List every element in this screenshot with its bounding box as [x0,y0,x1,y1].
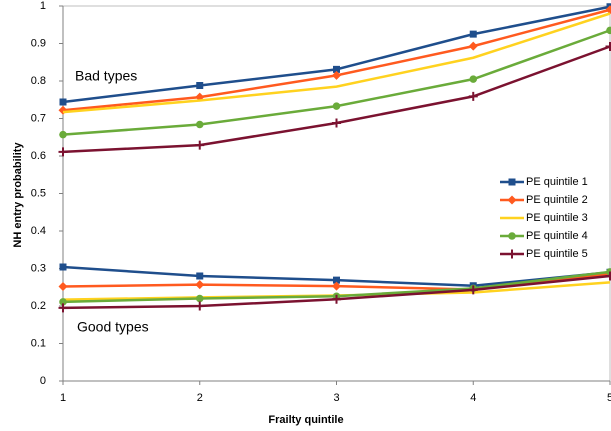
x-tick-label: 5 [607,392,611,404]
y-tick-label: 0.4 [31,225,46,237]
marker [469,30,477,38]
series-line [62,45,611,154]
y-tick-label: 0.5 [31,187,46,199]
marker [605,42,611,51]
marker [58,282,68,291]
legend-label: PE quintile 4 [526,230,588,242]
marker [59,98,67,106]
marker [58,147,68,157]
marker [507,195,517,205]
marker [59,130,67,139]
x-tick-label: 4 [470,392,476,404]
marker [468,285,478,295]
marker [606,26,611,35]
marker [195,280,205,290]
marker [58,105,68,115]
marker [468,41,478,51]
marker [508,232,516,240]
marker [196,82,204,89]
x-tick-label: 2 [197,392,203,404]
marker [508,178,516,186]
y-tick-label: 0 [40,375,46,387]
legend-label: PE quintile 1 [526,176,588,188]
y-tick-label: 0.6 [31,150,46,162]
marker [59,263,67,271]
marker [332,294,341,304]
marker [332,102,341,110]
marker [332,70,341,80]
annotation: Bad types [75,68,137,84]
annotation: Good types [77,319,149,335]
marker [196,272,204,280]
y-tick-label: 1 [40,0,46,12]
x-axis-title: Frailty quintile [268,414,343,426]
series-line [62,12,611,114]
marker [195,140,205,150]
legend-label: PE quintile 3 [526,212,588,224]
marker [333,276,340,284]
y-tick-label: 0.1 [31,337,46,349]
marker [332,281,341,291]
x-tick-label: 3 [333,392,339,404]
legend-label: PE quintile 2 [526,194,588,206]
y-tick-label: 0.2 [31,300,46,312]
marker [332,118,341,128]
legend-label: PE quintile 5 [526,248,588,260]
marker [605,271,611,281]
y-tick-label: 0.3 [31,262,46,274]
marker [195,294,204,303]
marker [468,91,478,101]
y-tick-label: 0.7 [31,112,46,124]
marker [58,303,68,313]
marker [59,298,67,306]
y-tick-label: 0.9 [31,37,46,49]
marker [605,5,611,15]
marker [507,249,517,259]
y-axis-title: NH entry probability [12,142,24,248]
marker [333,65,340,73]
marker [195,301,205,311]
marker [469,75,478,83]
y-tick-label: 0.8 [31,75,46,87]
marker [195,120,204,129]
x-tick-label: 1 [60,392,66,404]
